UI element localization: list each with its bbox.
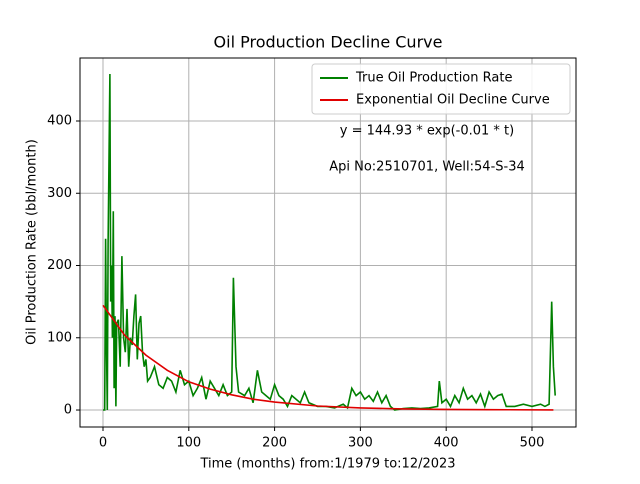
- x-tick-label: 300: [348, 436, 373, 451]
- x-axis-label: Time (months) from:1/1979 to:12/2023: [199, 457, 455, 472]
- x-tick-label: 500: [520, 436, 545, 451]
- y-tick-label: 300: [47, 186, 72, 201]
- x-tick-label: 100: [176, 436, 201, 451]
- y-tick-label: 200: [47, 258, 72, 273]
- x-tick-label: 400: [434, 436, 459, 451]
- x-tick-label: 0: [99, 436, 107, 451]
- series-line: [103, 73, 556, 411]
- plot-frame: [79, 57, 577, 428]
- y-tick-label: 100: [47, 330, 72, 345]
- legend-box: [311, 63, 571, 115]
- annotation: y = 144.93 * exp(-0.01 * t): [340, 124, 514, 139]
- chart-title: Oil Production Decline Curve: [214, 33, 443, 52]
- legend-label: Exponential Oil Decline Curve: [356, 93, 550, 108]
- x-tick-label: 200: [262, 436, 287, 451]
- y-tick-label: 400: [47, 114, 72, 129]
- series-line: [102, 304, 554, 411]
- annotation: Api No:2510701, Well:54-S-34: [329, 160, 525, 175]
- legend-label: True Oil Production Rate: [355, 71, 512, 86]
- y-axis-label: Oil Production Rate (bbl/month): [25, 139, 40, 345]
- y-tick-label: 0: [64, 403, 72, 418]
